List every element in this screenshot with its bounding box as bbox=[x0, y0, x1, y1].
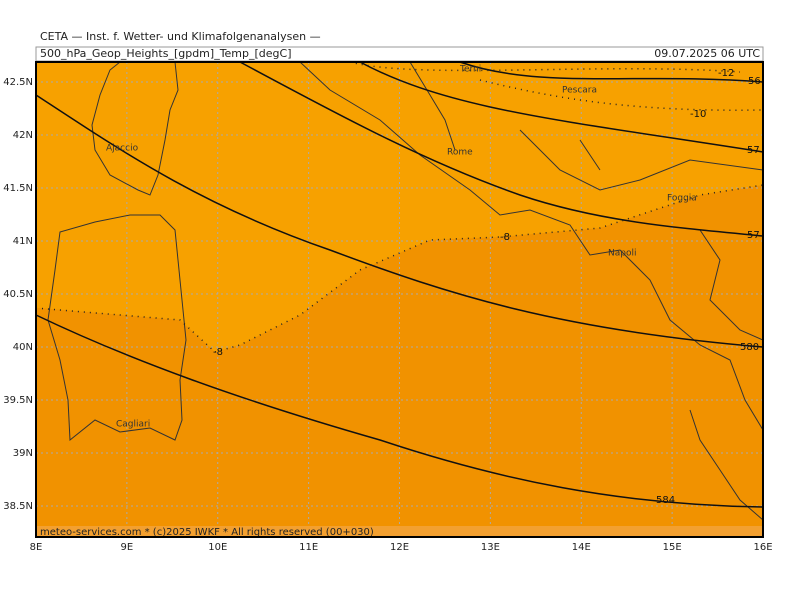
parameter: 500_hPa_Geop_Heights_[gpdm]_Temp_[degC] bbox=[40, 47, 292, 60]
contour-label: -8 bbox=[213, 347, 223, 358]
x-tick-label: 14E bbox=[572, 542, 591, 553]
x-tick-label: 15E bbox=[663, 542, 682, 553]
y-tick-label: 39N bbox=[13, 448, 33, 459]
temp-contours bbox=[35, 61, 764, 353]
y-tick-label: 41N bbox=[13, 236, 33, 247]
y-tick-label: 39.5N bbox=[3, 395, 33, 406]
city-label: Cagliari bbox=[116, 420, 150, 430]
y-tick-label: 42N bbox=[13, 130, 33, 141]
grid bbox=[36, 62, 763, 537]
height-contours bbox=[35, 61, 764, 508]
city-label: Napoli bbox=[608, 249, 636, 259]
contour-label: 56 bbox=[748, 76, 761, 87]
y-tick-label: 40N bbox=[13, 342, 33, 353]
city-label: Rome bbox=[447, 148, 473, 158]
contour-label: 57 bbox=[747, 145, 760, 156]
city-label: Terni bbox=[459, 65, 481, 75]
city-label: Pescara bbox=[562, 86, 597, 96]
contour-label: -10 bbox=[690, 109, 706, 120]
frame bbox=[35, 61, 764, 538]
contour-label: 57 bbox=[747, 230, 760, 241]
x-tick-label: 16E bbox=[753, 542, 772, 553]
contour-label: 584 bbox=[656, 495, 675, 506]
contour-label: -8 bbox=[500, 232, 510, 243]
x-tick-label: 9E bbox=[121, 542, 134, 553]
contour-label: -12 bbox=[718, 68, 734, 79]
footer-bar bbox=[36, 526, 763, 537]
map-area bbox=[35, 61, 764, 537]
city-label: Ajaccio bbox=[106, 144, 139, 154]
x-tick-label: 12E bbox=[390, 542, 409, 553]
y-tick-label: 40.5N bbox=[3, 289, 33, 300]
city-label: Foggia bbox=[667, 194, 697, 204]
x-tick-label: 13E bbox=[481, 542, 500, 553]
contour-label: 580 bbox=[740, 342, 759, 353]
valid-time: 09.07.2025 06 UTC bbox=[654, 47, 760, 60]
y-tick-label: 42.5N bbox=[3, 77, 33, 88]
x-tick-label: 11E bbox=[299, 542, 318, 553]
footer: meteo-services.com * (c)2025 IWKF * All … bbox=[40, 527, 374, 538]
x-tick-label: 8E bbox=[30, 542, 43, 553]
y-tick-label: 38.5N bbox=[3, 501, 33, 512]
coastlines bbox=[47, 61, 764, 521]
title: CETA — Inst. f. Wetter- und Klimafolgena… bbox=[40, 30, 321, 43]
x-tick-label: 10E bbox=[208, 542, 227, 553]
y-tick-label: 41.5N bbox=[3, 183, 33, 194]
